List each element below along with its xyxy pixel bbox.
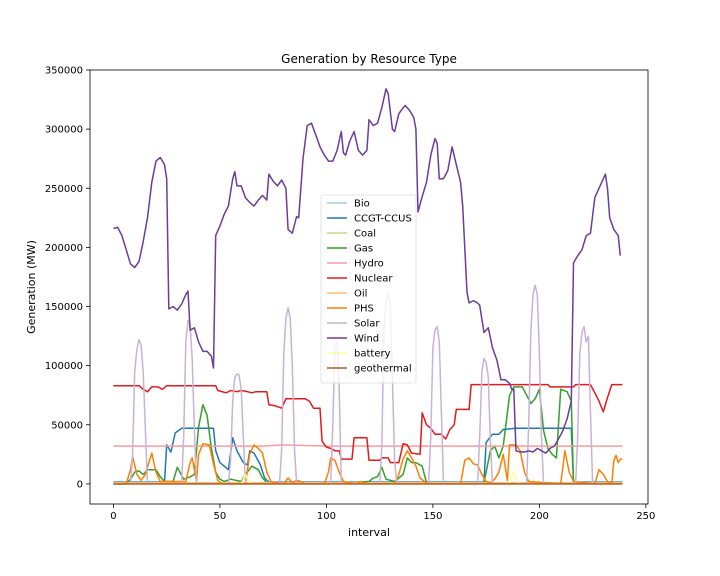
legend-entry: battery — [354, 349, 391, 360]
series-line-nuclear — [113, 383, 623, 464]
plot-frame — [89, 69, 649, 505]
series-line-gas — [113, 386, 623, 485]
legend-entry: CCGT-CCUS — [354, 214, 412, 225]
legend-entry: PHS — [354, 304, 374, 315]
y-tick-label: 250000 — [45, 184, 83, 195]
x-tick-label: 0 — [110, 511, 116, 522]
legend-entry: Bio — [354, 199, 370, 210]
y-tick-label: 300000 — [45, 125, 83, 136]
y-tick-label: 200000 — [45, 243, 83, 254]
x-tick-label: 150 — [423, 511, 442, 522]
y-tick-label: 350000 — [45, 66, 83, 77]
legend-entry: Coal — [354, 229, 376, 240]
y-tick-label: 50000 — [51, 420, 83, 431]
x-axis-label: interval — [348, 526, 390, 539]
legend-entry: Nuclear — [354, 274, 393, 285]
legend-entry: Hydro — [354, 259, 384, 270]
legend-entry: Wind — [354, 334, 379, 345]
chart-title: Generation by Resource Type — [281, 52, 457, 66]
x-tick-label: 200 — [530, 511, 549, 522]
legend: Bio CCGT-CCUS Coal Gas Hydro Nuclear Oil PHS Sol… — [320, 194, 417, 384]
y-tick-label: 100000 — [45, 361, 83, 372]
x-tick-label: 100 — [317, 511, 336, 522]
x-tick-label: 250 — [636, 511, 655, 522]
legend-entry: geothermal — [354, 364, 412, 375]
legend-box — [320, 194, 417, 384]
y-tick-label: 150000 — [45, 302, 83, 313]
y-axis-label: Generation (MW) — [25, 240, 38, 334]
y-tick-label: 0 — [77, 479, 83, 490]
legend-entry: Solar — [354, 319, 380, 330]
x-tick-label: 50 — [214, 511, 227, 522]
series-line-wind — [113, 88, 622, 454]
legend-entry: Gas — [354, 244, 373, 255]
legend-entry: Oil — [354, 289, 367, 300]
